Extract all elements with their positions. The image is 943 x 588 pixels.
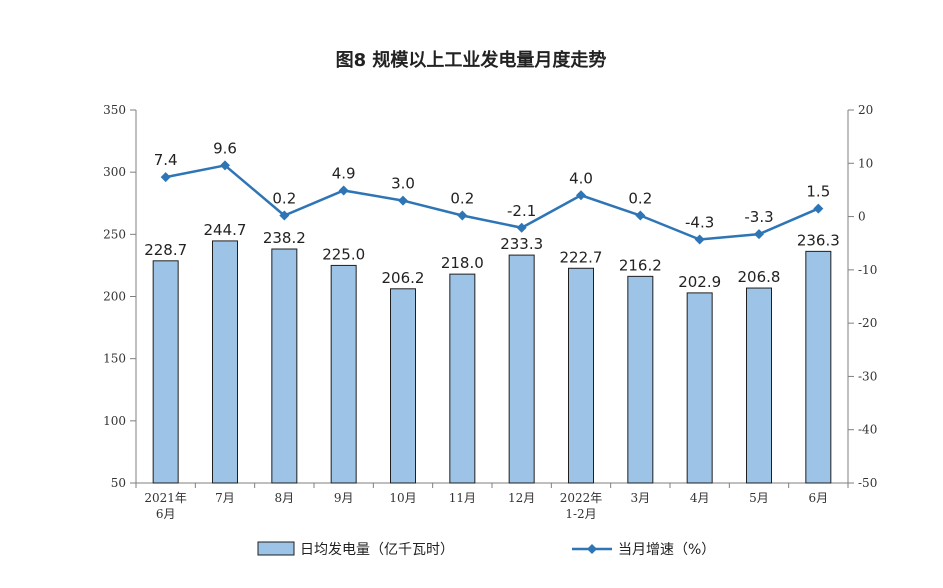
- right-tick-label: -10: [858, 263, 877, 277]
- line-value-label: 4.9: [332, 164, 356, 182]
- line-point: [338, 185, 349, 196]
- left-tick-label: 350: [103, 103, 126, 117]
- x-tick-label: 2022年 1-2月: [560, 491, 603, 521]
- bar: [508, 254, 535, 484]
- line-value-label: -2.1: [507, 202, 536, 220]
- x-tick-label: 11月: [449, 491, 476, 505]
- line-point: [635, 210, 646, 221]
- axes: 50 100 150 200 250 300 350 -50 -40 -30 -20 -10 0 10 20…: [103, 103, 877, 521]
- bar: [627, 275, 654, 484]
- right-tick-label: 20: [858, 103, 873, 117]
- x-tick-label: 8月: [275, 491, 295, 505]
- line-value-label: 4.0: [569, 169, 593, 187]
- growth-line: [165, 164, 819, 241]
- bar-value-label: 228.7: [144, 241, 187, 259]
- bar-value-label: 206.8: [738, 268, 781, 286]
- right-tick-label: 0: [858, 210, 866, 224]
- line-value-label: 0.2: [628, 190, 652, 208]
- x-tick-label: 2021年 6月: [144, 491, 187, 521]
- right-tick-label: -20: [858, 316, 877, 330]
- bar-value-label: 238.2: [263, 229, 306, 247]
- left-tick-label: 150: [103, 352, 126, 366]
- x-tick-label: 7月: [215, 491, 235, 505]
- right-tick-label: -50: [858, 476, 877, 490]
- line-point: [279, 210, 290, 221]
- x-tick-label: 6月: [809, 491, 829, 505]
- legend-line-marker: [587, 544, 597, 554]
- bar-value-label: 244.7: [204, 221, 247, 239]
- bar: [805, 250, 832, 484]
- line-value-label: 0.2: [272, 190, 296, 208]
- line-value-label: 0.2: [450, 190, 474, 208]
- data-labels: 228.7 244.7 238.2 225.0 206.2 218.0 233.3 222.7…: [144, 139, 840, 290]
- bar: [686, 292, 713, 484]
- line-point: [457, 210, 468, 221]
- left-tick-label: 250: [103, 227, 126, 241]
- x-tick-label: 9月: [334, 491, 354, 505]
- line-point: [516, 222, 527, 233]
- line-value-label: 7.4: [154, 151, 178, 169]
- left-tick-label: 300: [103, 165, 126, 179]
- right-tick-label: 10: [858, 156, 873, 170]
- line-value-label: 1.5: [806, 183, 830, 201]
- legend-bar-label: 日均发电量（亿千瓦时）: [300, 542, 454, 558]
- bar: [746, 287, 772, 484]
- line-point: [220, 160, 230, 171]
- line-value-label: -3.3: [744, 208, 773, 226]
- line-point: [160, 172, 171, 183]
- bar: [390, 288, 416, 484]
- line-value-label: 3.0: [391, 175, 415, 193]
- left-tick-label: 50: [111, 476, 126, 490]
- x-tick-label: 10月: [389, 491, 416, 505]
- bar-value-label: 218.0: [441, 254, 484, 272]
- right-tick-label: -30: [858, 369, 877, 383]
- legend: 日均发电量（亿千瓦时） 当月增速（%）: [257, 541, 715, 558]
- bar: [271, 248, 298, 484]
- x-tick-label: 5月: [749, 491, 769, 505]
- bar-value-label: 216.2: [619, 256, 662, 274]
- bar-value-label: 233.3: [500, 235, 543, 253]
- line-point: [754, 229, 764, 240]
- line-series: [160, 160, 824, 245]
- bar: [212, 240, 238, 484]
- right-tick-label: -40: [858, 423, 877, 437]
- bar-series: [152, 240, 832, 484]
- legend-line-label: 当月增速（%）: [618, 542, 715, 558]
- line-point: [694, 234, 705, 245]
- x-tick-label: 4月: [690, 491, 710, 505]
- line-value-label: -4.3: [685, 213, 714, 231]
- bar-value-label: 222.7: [560, 248, 603, 266]
- bar-value-label: 206.2: [382, 269, 425, 287]
- bar: [152, 260, 179, 484]
- bar-value-label: 225.0: [322, 245, 365, 263]
- x-tick-label: 3月: [631, 491, 651, 505]
- legend-bar-swatch: [257, 541, 295, 556]
- bar: [449, 273, 476, 484]
- left-tick-label: 100: [103, 414, 126, 428]
- x-tick-label: 12月: [508, 491, 535, 505]
- left-tick-label: 200: [103, 290, 126, 304]
- line-point: [576, 190, 586, 201]
- line-value-label: 9.6: [213, 139, 237, 157]
- bar: [568, 267, 594, 484]
- line-point: [398, 195, 408, 206]
- bar: [330, 264, 357, 484]
- line-point: [813, 203, 824, 214]
- bar-value-label: 202.9: [678, 273, 721, 291]
- chart-title: 图8 规模以上工业发电量月度走势: [336, 49, 607, 71]
- bar-value-label: 236.3: [797, 231, 840, 249]
